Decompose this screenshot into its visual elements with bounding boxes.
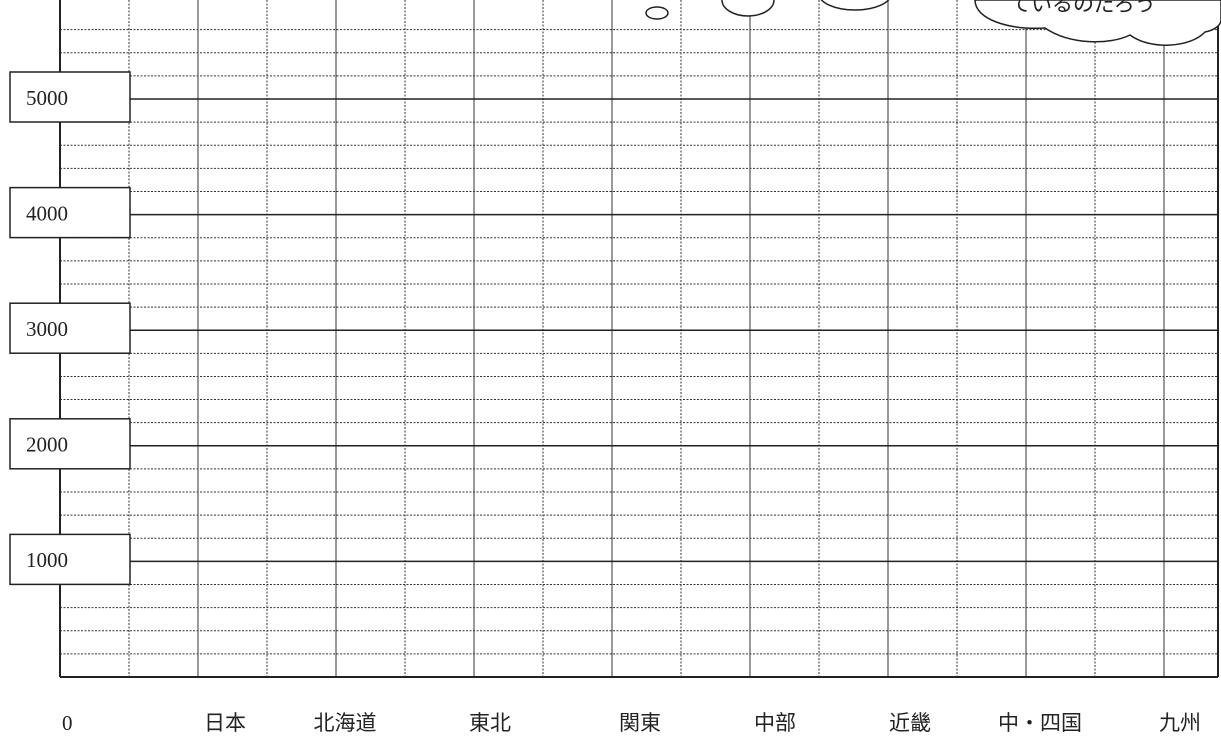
- x-label: 近畿: [889, 711, 931, 735]
- grid: [59, 0, 1219, 678]
- x-label: 関東: [619, 711, 661, 735]
- bubble-dot: [721, 0, 775, 17]
- x-label: 東北: [469, 711, 511, 735]
- origin-label: 0: [62, 711, 73, 735]
- labels: 5000 4000 3000 2000 1000 0 日本 北海道 東北 関東 中部 近畿 中・四国 九州: [9, 71, 1201, 735]
- y-label-box: [9, 71, 131, 123]
- x-label: 中・四国: [998, 711, 1082, 735]
- y-label: 2000: [26, 433, 68, 457]
- y-label-box: [9, 418, 131, 470]
- x-label: 九州: [1159, 711, 1201, 735]
- y-label-box: [9, 302, 131, 354]
- thought-bubble: ているのだろう: [645, 0, 1221, 46]
- y-label-box: [9, 186, 131, 239]
- y-label: 5000: [26, 86, 68, 110]
- bubble-cloud: [974, 0, 1221, 46]
- bubble-dot: [820, 0, 890, 11]
- y-label: 1000: [26, 548, 68, 572]
- x-label: 中部: [754, 711, 796, 735]
- bubble-text: ているのだろう: [1010, 0, 1156, 16]
- x-label: 北海道: [314, 711, 377, 735]
- y-label-box: [9, 533, 131, 586]
- x-label: 日本: [204, 711, 246, 735]
- y-label: 3000: [26, 317, 68, 341]
- y-label: 4000: [26, 201, 68, 225]
- bubble-dot: [645, 6, 669, 20]
